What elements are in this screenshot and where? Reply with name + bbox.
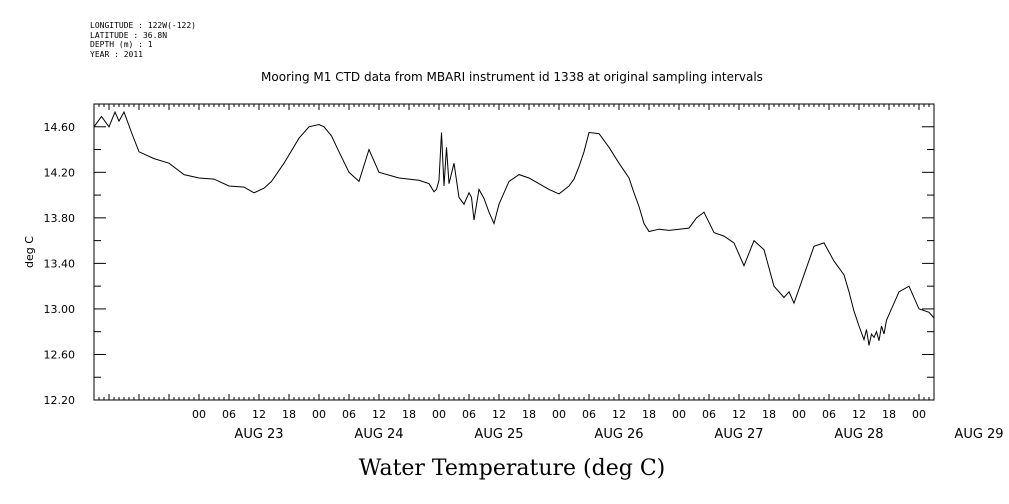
x-tick-label: 00 xyxy=(192,408,206,421)
day-label: AUG 26 xyxy=(594,427,643,442)
y-tick-label: 13.40 xyxy=(44,257,76,270)
day-label: AUG 27 xyxy=(714,427,763,442)
day-label: AUG 28 xyxy=(834,427,883,442)
y-axis-label: deg C xyxy=(23,236,36,268)
x-tick-label: 06 xyxy=(462,408,476,421)
x-tick-label: 06 xyxy=(702,408,716,421)
x-tick-label: 12 xyxy=(252,408,266,421)
x-tick-label: 06 xyxy=(342,408,356,421)
longitude-line: LONGITUDE : 122W(-122) xyxy=(90,21,196,30)
x-tick-label: 18 xyxy=(762,408,776,421)
x-tick-label: 00 xyxy=(432,408,446,421)
metadata-block: LONGITUDE : 122W(-122) LATITUDE : 36.8N … xyxy=(90,21,196,59)
y-tick-label: 14.60 xyxy=(44,121,76,134)
chart-title: Mooring M1 CTD data from MBARI instrumen… xyxy=(261,70,763,84)
y-tick-label: 12.60 xyxy=(44,348,76,361)
x-tick-label: 18 xyxy=(282,408,296,421)
x-tick-label: 00 xyxy=(552,408,566,421)
x-tick-label: 12 xyxy=(732,408,746,421)
day-label: AUG 29 xyxy=(954,427,1003,442)
x-tick-label: 06 xyxy=(582,408,596,421)
x-tick-label: 12 xyxy=(372,408,386,421)
x-tick-label: 18 xyxy=(642,408,656,421)
day-label: AUG 23 xyxy=(234,427,283,442)
x-tick-label: 18 xyxy=(882,408,896,421)
y-tick-label: 13.80 xyxy=(44,212,76,225)
x-tick-label: 12 xyxy=(492,408,506,421)
x-axis-label: Water Temperature (deg C) xyxy=(359,456,666,481)
y-tick-label: 12.20 xyxy=(44,394,76,407)
day-label: AUG 25 xyxy=(474,427,523,442)
depth-line: DEPTH (m) : 1 xyxy=(90,40,153,49)
x-tick-label: 12 xyxy=(852,408,866,421)
x-tick-label: 00 xyxy=(672,408,686,421)
year-line: YEAR : 2011 xyxy=(90,49,143,59)
axes-group: 00 06 12 18 00 06 12 18 00 06 12 18 00 06 12 18 00 06 12 18… xyxy=(44,104,1004,442)
x-tick-label: 00 xyxy=(912,408,926,421)
y-tick-label: 13.00 xyxy=(44,303,76,316)
x-tick-label: 00 xyxy=(792,408,806,421)
x-tick-label: 06 xyxy=(222,408,236,421)
plot-frame xyxy=(93,103,935,401)
y-tick-label: 14.20 xyxy=(44,166,76,179)
x-tick-label: 06 xyxy=(822,408,836,421)
x-tick-label: 00 xyxy=(312,408,326,421)
x-tick-label: 18 xyxy=(522,408,536,421)
latitude-line: LATITUDE : 36.8N xyxy=(90,30,168,40)
temperature-series-line xyxy=(93,110,935,346)
day-label: AUG 24 xyxy=(354,427,403,442)
x-tick-label: 12 xyxy=(612,408,626,421)
x-tick-label: 18 xyxy=(402,408,416,421)
